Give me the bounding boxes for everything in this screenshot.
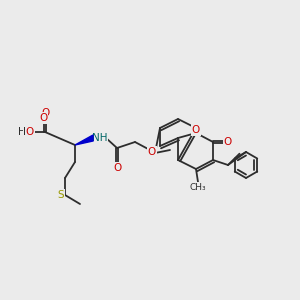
Text: NH: NH (92, 133, 108, 143)
Text: O: O (25, 128, 33, 138)
Text: H: H (23, 127, 31, 137)
Text: O: O (41, 108, 49, 118)
Polygon shape (75, 135, 93, 145)
Text: O: O (224, 137, 232, 147)
Text: O: O (192, 125, 200, 135)
Text: H: H (18, 127, 26, 137)
Text: O: O (148, 147, 156, 157)
Text: O: O (113, 163, 121, 173)
Text: S: S (58, 190, 64, 200)
Text: O: O (26, 127, 34, 137)
Text: CH₃: CH₃ (190, 182, 206, 191)
Text: O: O (39, 113, 47, 123)
